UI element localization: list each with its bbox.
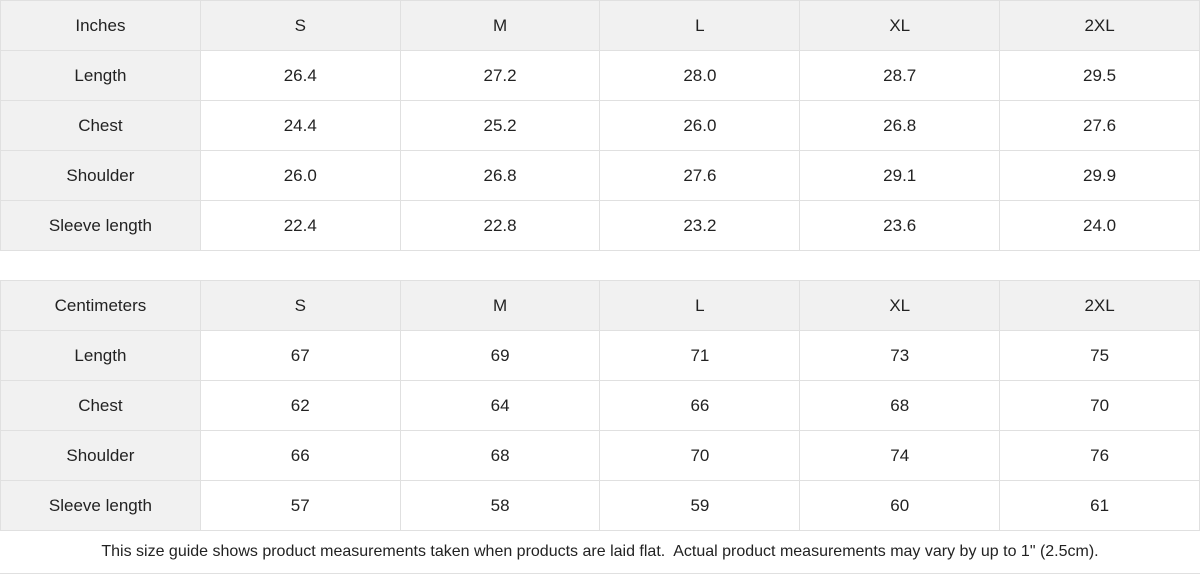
value-cell: 58	[399, 480, 601, 531]
size-header-cell: L	[599, 280, 801, 331]
measurement-row: Chest 62 64 66 68 70	[0, 380, 1200, 431]
value-cell: 68	[799, 380, 1001, 431]
value-cell: 68	[399, 430, 601, 481]
size-header-cell: XL	[799, 0, 1001, 51]
value-cell: 27.2	[399, 50, 601, 101]
header-row: Centimeters S M L XL 2XL	[0, 280, 1200, 331]
value-cell: 27.6	[999, 100, 1200, 151]
value-cell: 26.0	[199, 150, 401, 201]
value-cell: 24.0	[999, 200, 1200, 251]
value-cell: 24.4	[199, 100, 401, 151]
value-cell: 26.4	[199, 50, 401, 101]
size-header-cell: S	[199, 0, 401, 51]
measurement-row: Length 26.4 27.2 28.0 28.7 29.5	[0, 50, 1200, 101]
measurement-row: Sleeve length 22.4 22.8 23.2 23.6 24.0	[0, 200, 1200, 251]
row-label-cell: Chest	[0, 100, 201, 151]
table-gap	[0, 251, 1200, 280]
value-cell: 59	[599, 480, 801, 531]
size-header-cell: 2XL	[999, 280, 1200, 331]
value-cell: 75	[999, 330, 1200, 381]
row-label-cell: Shoulder	[0, 150, 201, 201]
value-cell: 28.0	[599, 50, 801, 101]
value-cell: 73	[799, 330, 1001, 381]
size-header-cell: M	[399, 280, 601, 331]
measurement-row: Shoulder 26.0 26.8 27.6 29.1 29.9	[0, 150, 1200, 201]
value-cell: 29.9	[999, 150, 1200, 201]
value-cell: 26.8	[799, 100, 1001, 151]
value-cell: 62	[199, 380, 401, 431]
size-guide-note: This size guide shows product measuremen…	[0, 531, 1200, 574]
value-cell: 29.5	[999, 50, 1200, 101]
value-cell: 27.6	[599, 150, 801, 201]
value-cell: 26.8	[399, 150, 601, 201]
value-cell: 28.7	[799, 50, 1001, 101]
value-cell: 67	[199, 330, 401, 381]
value-cell: 66	[599, 380, 801, 431]
value-cell: 25.2	[399, 100, 601, 151]
value-cell: 69	[399, 330, 601, 381]
value-cell: 66	[199, 430, 401, 481]
size-header-cell: M	[399, 0, 601, 51]
unit-header-cell: Inches	[0, 0, 201, 51]
size-header-cell: XL	[799, 280, 1001, 331]
value-cell: 61	[999, 480, 1200, 531]
value-cell: 60	[799, 480, 1001, 531]
value-cell: 71	[599, 330, 801, 381]
row-label-cell: Chest	[0, 380, 201, 431]
unit-header-cell: Centimeters	[0, 280, 201, 331]
value-cell: 26.0	[599, 100, 801, 151]
measurement-row: Sleeve length 57 58 59 60 61	[0, 480, 1200, 531]
value-cell: 70	[599, 430, 801, 481]
row-label-cell: Length	[0, 330, 201, 381]
value-cell: 23.2	[599, 200, 801, 251]
value-cell: 76	[999, 430, 1200, 481]
measurement-row: Length 67 69 71 73 75	[0, 330, 1200, 381]
row-label-cell: Length	[0, 50, 201, 101]
size-header-cell: L	[599, 0, 801, 51]
value-cell: 22.8	[399, 200, 601, 251]
row-label-cell: Shoulder	[0, 430, 201, 481]
row-label-cell: Sleeve length	[0, 200, 201, 251]
value-cell: 70	[999, 380, 1200, 431]
value-cell: 74	[799, 430, 1001, 481]
size-header-cell: 2XL	[999, 0, 1200, 51]
size-table-inches: Inches S M L XL 2XL Length 26.4 27.2 28.0 28.7 29.5…	[0, 0, 1200, 251]
row-label-cell: Sleeve length	[0, 480, 201, 531]
value-cell: 22.4	[199, 200, 401, 251]
value-cell: 57	[199, 480, 401, 531]
size-table-centimeters: Centimeters S M L XL 2XL Length 67 69 71 73 75 Chest…	[0, 280, 1200, 531]
size-header-cell: S	[199, 280, 401, 331]
measurement-row: Shoulder 66 68 70 74 76	[0, 430, 1200, 481]
value-cell: 23.6	[799, 200, 1001, 251]
measurement-row: Chest 24.4 25.2 26.0 26.8 27.6	[0, 100, 1200, 151]
value-cell: 29.1	[799, 150, 1001, 201]
header-row: Inches S M L XL 2XL	[0, 0, 1200, 51]
value-cell: 64	[399, 380, 601, 431]
